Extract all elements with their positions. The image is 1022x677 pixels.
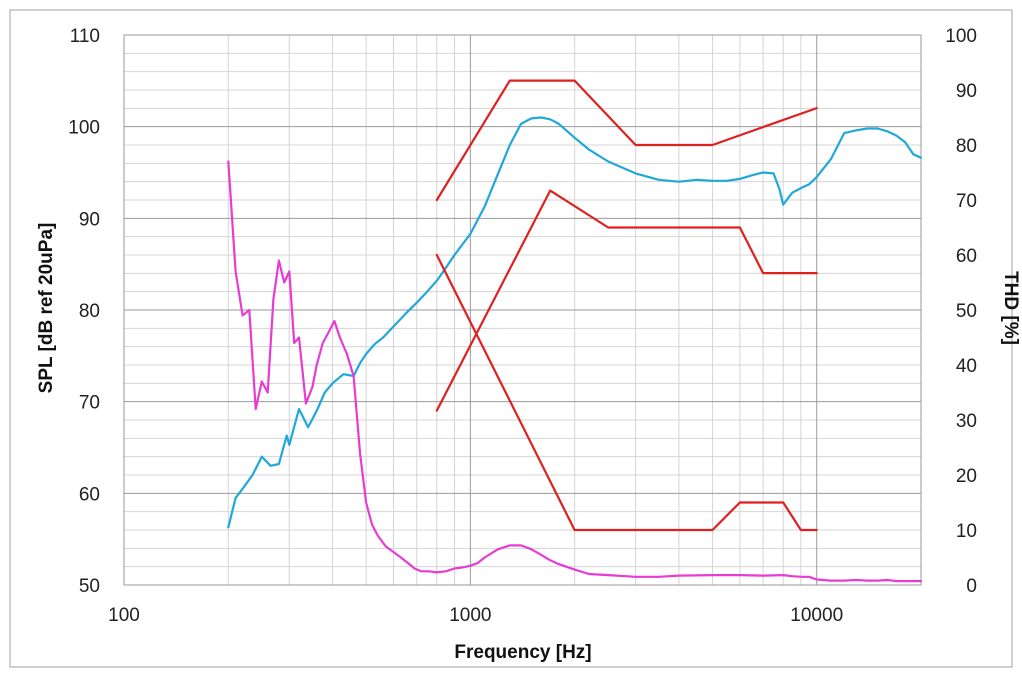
x-axis-title: Frequency [Hz] <box>454 642 591 663</box>
series-line-2 <box>435 79 818 202</box>
series-layer <box>227 79 923 583</box>
y2-tick-label: 10 <box>956 521 977 542</box>
axis-layer: 50 60 70 80 90 100 110 0 10 20 30 40 50 60 70 80 90 100 10… <box>68 26 977 626</box>
chart-frame <box>9 9 1013 668</box>
y-tick-label: 110 <box>70 26 100 47</box>
y-tick-label: 90 <box>79 209 100 230</box>
y-tick-label: 60 <box>79 484 100 505</box>
y-axis-title: SPL [dB ref 20uPa] <box>36 223 57 394</box>
y2-tick-label: 100 <box>945 26 977 47</box>
x-tick-label: 10000 <box>790 605 843 626</box>
x-tick-label: 1000 <box>449 605 491 626</box>
y-tick-label: 100 <box>68 118 100 139</box>
plot-area-border <box>123 34 922 586</box>
y-tick-label: 80 <box>79 301 100 322</box>
y-tick-label: 70 <box>79 393 100 414</box>
y2-tick-label: 40 <box>956 356 977 377</box>
series-line-4 <box>435 253 818 532</box>
grid-layer <box>123 34 922 586</box>
y2-tick-label: 60 <box>956 246 977 267</box>
y2-tick-label: 80 <box>956 136 977 157</box>
y2-axis-title: THD [%] <box>1000 271 1021 345</box>
y2-tick-label: 50 <box>956 301 977 322</box>
y2-tick-label: 20 <box>956 466 977 487</box>
series-line-0 <box>227 116 923 529</box>
y2-tick-label: 90 <box>956 81 977 102</box>
series-line-3 <box>435 189 818 412</box>
y2-tick-label: 70 <box>956 191 977 212</box>
series-line-1 <box>227 160 923 583</box>
y2-tick-label: 0 <box>966 576 977 597</box>
y2-tick-label: 30 <box>956 411 977 432</box>
y-tick-label: 50 <box>79 576 100 597</box>
x-tick-label: 100 <box>108 605 140 626</box>
